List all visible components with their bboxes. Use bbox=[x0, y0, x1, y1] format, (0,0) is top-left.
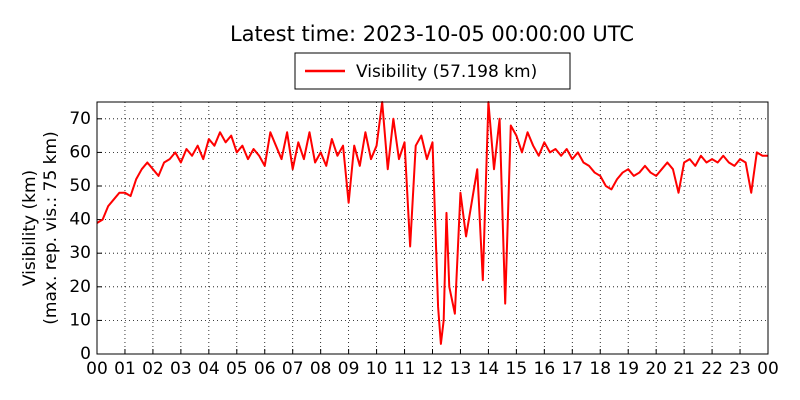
x-tick-label: 09 bbox=[338, 359, 360, 379]
x-tick-label: 11 bbox=[394, 359, 416, 379]
y-axis-label: (max. rep. vis.: 75 km) bbox=[41, 131, 61, 324]
y-tick-label: 50 bbox=[69, 176, 91, 196]
x-tick-label: 13 bbox=[450, 359, 472, 379]
x-tick-label: 15 bbox=[506, 359, 528, 379]
y-tick-label: 0 bbox=[80, 344, 91, 364]
x-tick-label: 00 bbox=[757, 359, 779, 379]
x-tick-label: 01 bbox=[114, 359, 136, 379]
x-tick-label: 16 bbox=[534, 359, 556, 379]
x-tick-label: 23 bbox=[729, 359, 751, 379]
x-tick-label: 04 bbox=[198, 359, 220, 379]
x-tick-label: 20 bbox=[645, 359, 667, 379]
x-tick-label: 05 bbox=[226, 359, 248, 379]
x-tick-label: 17 bbox=[561, 359, 583, 379]
data-line bbox=[96, 101, 768, 345]
x-tick-label: 07 bbox=[282, 359, 304, 379]
x-tick-label: 06 bbox=[254, 359, 276, 379]
x-tick-label: 12 bbox=[422, 359, 444, 379]
x-tick-label: 08 bbox=[310, 359, 332, 379]
x-tick-label: 14 bbox=[478, 359, 500, 379]
x-tick-label: 19 bbox=[617, 359, 639, 379]
chart-title: Latest time: 2023-10-05 00:00:00 UTC bbox=[230, 22, 634, 46]
y-tick-label: 10 bbox=[69, 310, 91, 330]
y-axis-label: Visibility (km) bbox=[20, 170, 40, 286]
x-tick-label: 00 bbox=[86, 359, 108, 379]
y-tick-label: 60 bbox=[69, 142, 91, 162]
y-tick-label: 40 bbox=[69, 210, 91, 230]
y-tick-label: 70 bbox=[69, 109, 91, 129]
x-tick-label: 02 bbox=[142, 359, 164, 379]
y-tick-label: 20 bbox=[69, 277, 91, 297]
x-tick-label: 03 bbox=[170, 359, 192, 379]
x-tick-label: 21 bbox=[673, 359, 695, 379]
x-tick-label: 22 bbox=[701, 359, 723, 379]
legend-label: Visibility (57.198 km) bbox=[356, 62, 537, 82]
plot-frame bbox=[96, 101, 769, 355]
y-tick-label: 30 bbox=[69, 243, 91, 263]
x-tick-label: 10 bbox=[366, 359, 388, 379]
x-tick-label: 18 bbox=[589, 359, 611, 379]
